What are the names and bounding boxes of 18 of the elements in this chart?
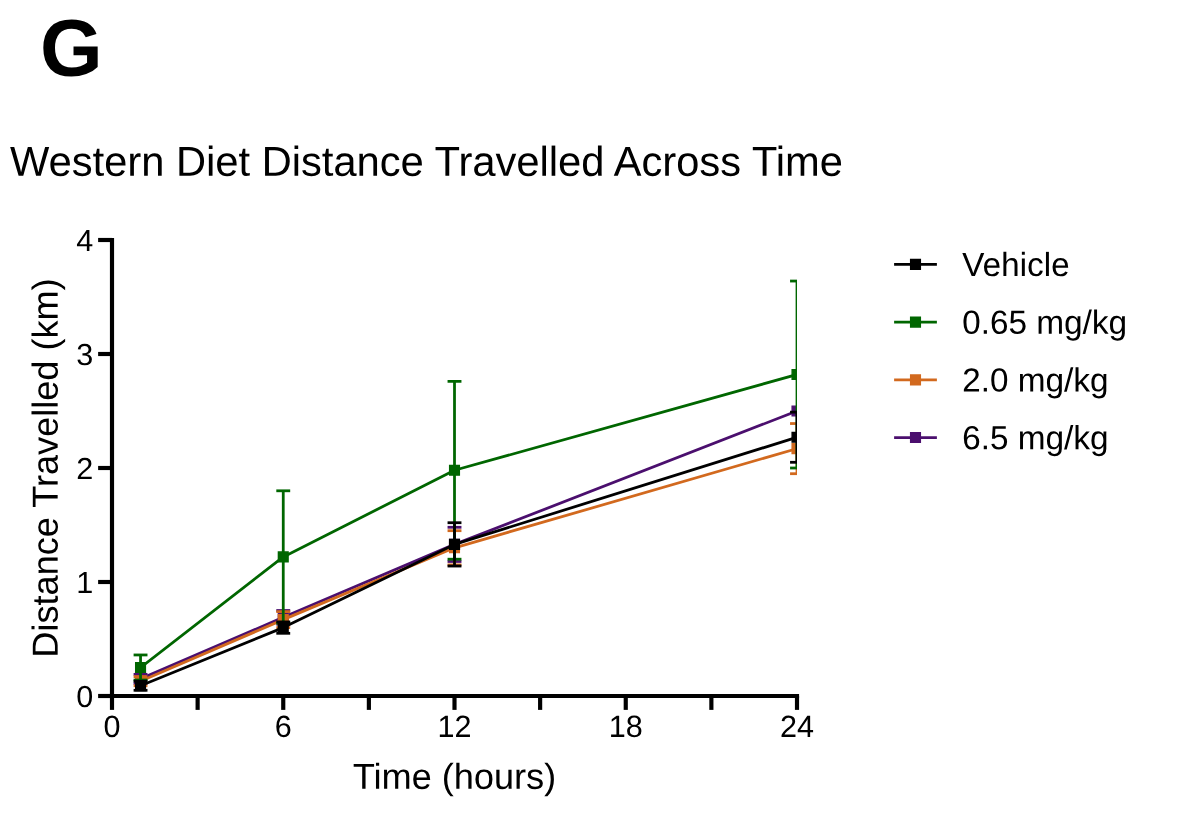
x-tick-label: 6 (276, 715, 291, 738)
x-tick-label: 18 (611, 715, 642, 738)
y-tick-label: 2 (77, 457, 92, 480)
y-tick-label: 4 (76, 230, 93, 252)
x-tick-label: 0 (104, 715, 120, 738)
x-tick-label: 24 (781, 715, 814, 737)
chart-title: Western Diet Distance Travelled Across Time (10, 145, 842, 177)
x-axis-title: Time (hours) (353, 762, 554, 797)
y-tick-label: 1 (78, 572, 92, 594)
y-axis-title: Distance Travelled (km) (31, 280, 66, 655)
x-tick-label: 12 (439, 715, 470, 737)
legend-label: 0.65 mg/kg (963, 309, 1125, 341)
legend-label: 6.5 mg/kg (963, 425, 1107, 457)
y-tick-label: 0 (77, 685, 93, 708)
legend-label: 2.0 mg/kg (963, 367, 1107, 399)
legend-label: Vehicle (962, 251, 1069, 277)
text: G (43, 19, 98, 77)
y-tick-label: 3 (77, 343, 92, 366)
